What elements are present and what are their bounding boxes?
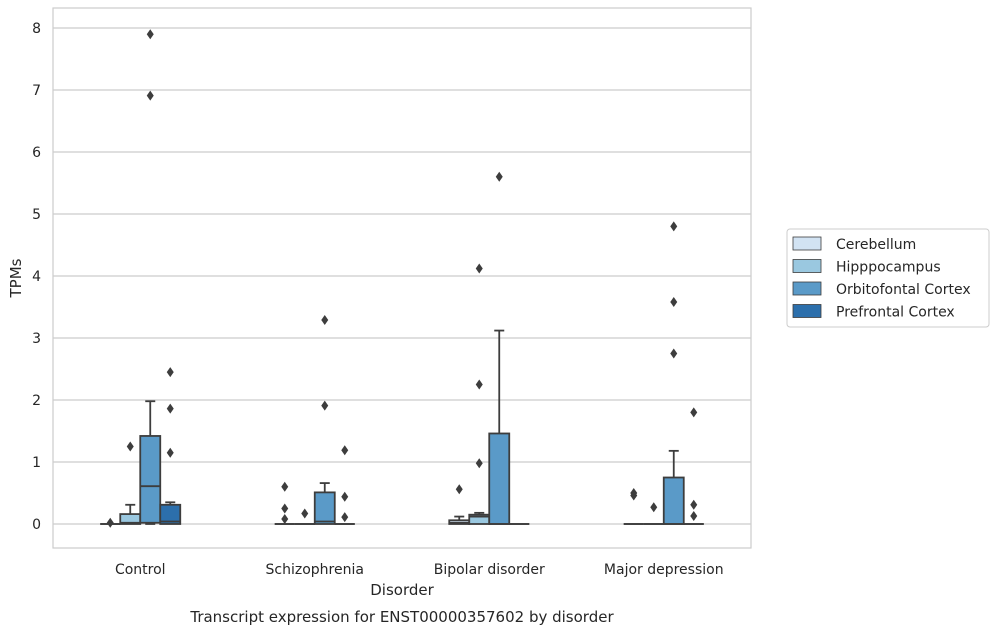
outlier-point xyxy=(281,481,289,492)
legend-label: Prefrontal Cortex xyxy=(836,305,955,321)
box-0-3 xyxy=(159,367,182,525)
box-1-0 xyxy=(274,481,295,525)
legend-swatch xyxy=(792,281,822,296)
outlier-point xyxy=(106,517,114,528)
box-body xyxy=(488,432,511,525)
outlier-point xyxy=(630,490,638,501)
outlier-point xyxy=(166,447,174,458)
box-3-3 xyxy=(683,407,704,525)
outlier-point xyxy=(455,484,463,495)
legend-frame xyxy=(786,228,990,328)
outlier-point xyxy=(281,514,289,525)
box-body xyxy=(313,491,336,525)
outlier-point xyxy=(670,348,678,359)
outlier-point xyxy=(166,403,174,414)
box-1-2 xyxy=(313,315,336,525)
legend-label: Cerebellum xyxy=(836,237,916,253)
y-axis-label: TPMs xyxy=(7,258,25,298)
outlier-point xyxy=(146,90,154,101)
outlier-point xyxy=(475,458,483,469)
box-0-0 xyxy=(100,517,121,528)
legend-label: Orbitofontal Cortex xyxy=(836,282,971,298)
outlier-point xyxy=(321,400,329,411)
y-tick-label: 7 xyxy=(32,83,41,99)
x-axis-label: Disorder xyxy=(370,581,434,599)
outlier-point xyxy=(341,445,349,456)
box-3-2 xyxy=(662,221,685,525)
x-tick-label: Control xyxy=(115,562,166,578)
y-tick-label: 2 xyxy=(32,393,41,409)
outlier-point xyxy=(281,503,289,514)
outlier-point xyxy=(146,29,154,40)
outlier-point xyxy=(166,367,174,378)
box-2-0 xyxy=(448,484,471,525)
y-tick-label: 3 xyxy=(32,331,41,347)
outlier-point xyxy=(650,502,658,513)
box-2-2 xyxy=(488,171,511,525)
outlier-point xyxy=(475,379,483,390)
legend-swatch xyxy=(792,236,822,251)
outlier-point xyxy=(321,315,329,326)
outlier-point xyxy=(341,512,349,523)
chart-caption: Transcript expression for ENST0000035760… xyxy=(189,608,614,626)
outlier-point xyxy=(690,499,698,510)
box-body xyxy=(159,503,182,525)
legend: Cerebellum Hipppocampus Orbitofontal Corte… xyxy=(786,228,990,328)
outlier-point xyxy=(690,407,698,418)
y-tick-label: 0 xyxy=(32,517,41,533)
box-1-3 xyxy=(334,445,355,525)
y-tick-label: 5 xyxy=(32,207,41,223)
outlier-point xyxy=(475,263,483,274)
y-tick-label: 4 xyxy=(32,269,41,285)
x-tick-label: Bipolar disorder xyxy=(434,562,545,578)
outlier-point xyxy=(690,510,698,521)
box-body xyxy=(662,476,685,525)
box-0-1 xyxy=(119,441,142,525)
outlier-point xyxy=(670,297,678,308)
outlier-point xyxy=(341,491,349,502)
box-3-0 xyxy=(623,488,644,525)
box-2-1 xyxy=(468,263,491,525)
outlier-point xyxy=(126,441,134,452)
plot-frame xyxy=(52,7,752,549)
x-tick-label: Major depression xyxy=(604,562,724,578)
outlier-point xyxy=(670,221,678,232)
box-0-2 xyxy=(139,29,162,525)
outlier-point xyxy=(495,171,503,182)
legend-swatch xyxy=(792,259,822,273)
legend-swatch xyxy=(792,304,822,318)
y-tick-labels: 0 1 2 3 4 5 6 7 8 xyxy=(32,21,41,533)
box-body xyxy=(139,435,162,524)
box-series xyxy=(100,29,704,528)
y-tick-label: 6 xyxy=(32,145,41,161)
x-tick-label: Schizophrenia xyxy=(266,562,364,578)
y-tick-label: 1 xyxy=(32,455,41,471)
x-tick-labels: Control Schizophrenia Bipolar disorder Majo… xyxy=(115,562,724,578)
y-tick-label: 8 xyxy=(32,21,41,37)
box-3-1 xyxy=(643,502,664,525)
gridlines xyxy=(53,27,751,525)
legend-label: Hipppocampus xyxy=(836,260,941,276)
outlier-point xyxy=(301,508,309,519)
box-1-1 xyxy=(294,508,315,525)
